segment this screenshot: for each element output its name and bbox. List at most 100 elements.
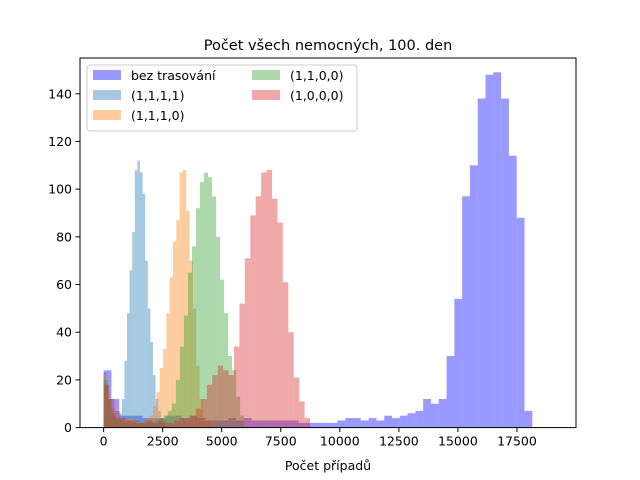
x-axis-ticks: 0 2500 5000 7500 10000 12500 15000 17500 [100, 427, 537, 449]
legend-label: bez trasování [131, 68, 216, 83]
bar-series-4-bin-28 [255, 196, 262, 428]
bar-series-0-bin-42 [430, 403, 439, 428]
bar-series-0-bin-41 [423, 398, 431, 428]
bar-series-0-bin-13 [204, 420, 213, 428]
bar-series-3-bin-15 [163, 415, 168, 428]
bar-series-4-bin-36 [299, 401, 305, 428]
bar-series-4-bin-23 [228, 375, 234, 428]
legend-swatch [93, 70, 121, 80]
bar-series-2-bin-15 [153, 406, 157, 428]
bar-series-4-bin-26 [244, 258, 251, 428]
bar-series-1-bin-4 [114, 418, 117, 428]
bar-series-0-bin-39 [407, 413, 416, 428]
bar-series-0-bin-47 [469, 165, 478, 428]
bar-series-3-bin-19 [179, 346, 184, 428]
bar-series-1-bin-17 [147, 308, 151, 428]
bar-series-0-bin-24 [290, 420, 299, 428]
bar-series-0-bin-8 [165, 415, 174, 428]
bar-series-0-bin-40 [415, 410, 424, 428]
bar-series-4-bin-29 [261, 172, 267, 428]
bar-series-0-bin-10 [181, 418, 190, 428]
bar-series-0-bin-1 [111, 398, 120, 428]
bar-series-2-bin-32 [209, 420, 213, 428]
bar-series-4-bin-4 [125, 420, 131, 428]
bar-series-0-bin-9 [173, 415, 182, 428]
bar-series-3-bin-33 [236, 396, 241, 428]
bar-series-0-bin-27 [314, 422, 322, 428]
bar-series-3-bin-7 [131, 422, 136, 428]
legend-box [86, 64, 358, 132]
x-tick-label: 15000 [438, 434, 478, 449]
y-tick-label: 100 [48, 182, 72, 197]
bar-series-2-bin-27 [192, 308, 197, 428]
bar-series-4-bin-22 [223, 370, 229, 428]
bar-series-2-bin-29 [199, 398, 203, 428]
bar-series-2-bin-3 [113, 415, 117, 428]
bar-series-0-bin-32 [353, 418, 361, 428]
bar-series-3-bin-13 [155, 420, 160, 428]
bar-series-2-bin-2 [110, 408, 114, 428]
bar-series-3-bin-5 [123, 422, 128, 428]
bar-series-2-bin-6 [123, 418, 127, 428]
bar-series-0-bin-2 [119, 415, 127, 428]
bar-series-3-bin-26 [208, 177, 213, 428]
y-axis-ticks: 0 20 40 60 80 100 120 140 [48, 86, 80, 435]
bar-series-4-bin-8 [147, 420, 153, 428]
bar-series-1-bin-10 [129, 270, 133, 428]
bar-series-2-bin-21 [173, 241, 177, 428]
y-tick-label: 40 [56, 325, 72, 340]
legend-label: (1,1,1,1) [131, 88, 185, 103]
bar-series-0-bin-18 [243, 418, 252, 428]
bar-series-3-bin-3 [115, 418, 120, 428]
bar-series-2-bin-30 [202, 418, 207, 428]
legend-label: (1,0,0,0) [290, 88, 344, 103]
bar-series-2-bin-5 [120, 420, 124, 428]
bar-series-0-bin-12 [197, 418, 205, 428]
legend: bez trasování (1,1,1,1) (1,1,1,0) (1,1,0,0)… [86, 64, 358, 132]
bar-series-1-bin-22 [160, 418, 164, 428]
bar-series-2-bin-4 [116, 420, 121, 428]
bar-series-1-bin-14 [139, 172, 143, 428]
bar-series-3-bin-29 [220, 279, 225, 428]
bar-series-2-bin-10 [136, 420, 140, 428]
bar-series-4-bin-34 [288, 332, 294, 428]
bar-series-4-bin-17 [195, 408, 202, 428]
bar-series-2-bin-20 [169, 277, 174, 428]
bar-series-0-bin-28 [321, 422, 330, 428]
bar-series-4-bin-0 [103, 384, 110, 428]
bar-series-0-bin-35 [376, 420, 385, 428]
bar-series-4-bin-31 [272, 198, 278, 428]
bar-series-0-bin-16 [228, 418, 237, 428]
bar-series-1-bin-8 [124, 360, 127, 428]
bar-series-3-bin-9 [139, 422, 144, 428]
bar-series-2-bin-8 [130, 418, 134, 428]
bar-series-4-bin-24 [234, 346, 240, 428]
bar-series-0-bin-48 [477, 98, 486, 428]
bar-series-1-bin-13 [137, 160, 140, 428]
y-tick-label: 80 [56, 229, 72, 244]
x-tick-label: 10000 [320, 434, 360, 449]
bar-series-1-bin-21 [158, 410, 161, 428]
bar-series-0-bin-54 [524, 410, 533, 428]
x-tick-label: 0 [100, 434, 108, 449]
bar-series-3-bin-25 [204, 172, 209, 428]
bar-series-0-bin-43 [438, 398, 447, 428]
bar-series-4-bin-3 [119, 418, 126, 428]
bar-series-1-bin-3 [111, 408, 115, 428]
bar-series-4-bin-11 [163, 422, 169, 428]
bar-series-1-bin-19 [152, 375, 156, 428]
bar-series-4-bin-14 [179, 418, 186, 428]
chart-title: Počet všech nemocných, 100. den [204, 38, 453, 54]
bar-series-0-bin-30 [337, 420, 346, 428]
bar-series-4-bin-7 [141, 422, 148, 428]
bar-series-1-bin-2 [108, 398, 112, 428]
bar-series-3-bin-10 [143, 420, 148, 428]
bar-series-1-bin-23 [163, 420, 166, 428]
bar-series-0-bin-46 [462, 196, 470, 428]
bar-series-3-bin-27 [212, 196, 217, 428]
bar-series-0-bin-21 [267, 420, 276, 428]
bar-series-0-bin-14 [212, 420, 221, 428]
bar-series-0-bin-26 [306, 422, 315, 428]
bar-series-0-bin-7 [158, 418, 166, 428]
